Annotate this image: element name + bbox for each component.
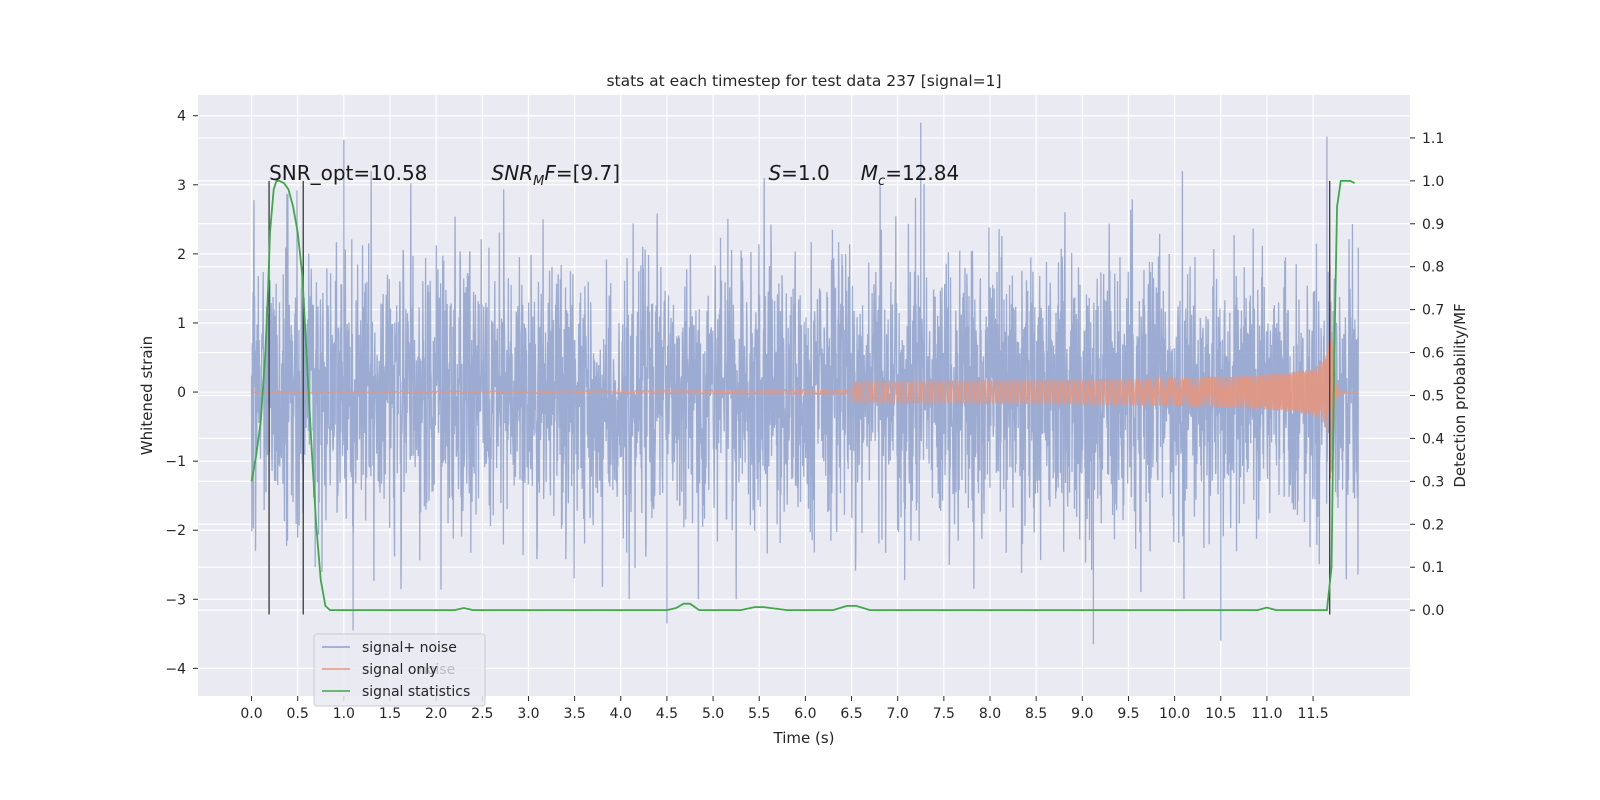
y2-tick-label-2: 0.2 (1422, 517, 1444, 533)
y2-tick-label-5: 0.5 (1422, 389, 1444, 405)
x-tick-label-0: 0.0 (240, 706, 262, 722)
annotation-snr-mf-sub: M (533, 174, 544, 189)
y-tick-label-8: 4 (177, 109, 186, 125)
chart-title: stats at each timestep for test data 237… (606, 72, 1001, 90)
x-tick-label-1: 0.5 (287, 706, 309, 722)
y2-tick-label-6: 0.6 (1422, 346, 1444, 362)
y2-tick-label-10: 1.0 (1422, 174, 1444, 190)
y-tick-label-7: 3 (177, 178, 186, 194)
y-tick-label-1: −3 (165, 592, 186, 608)
legend-label-noise: signal+ noise (362, 640, 457, 656)
series-signal-statistics (250, 179, 1355, 612)
x-tick-label-16: 8.0 (979, 706, 1001, 722)
series-signal-only (251, 265, 1359, 480)
y-tick-label-2: −2 (165, 523, 186, 539)
stats-trace (250, 179, 1355, 612)
x-tick-label-10: 5.0 (702, 706, 724, 722)
x-tick-label-19: 9.5 (1117, 706, 1139, 722)
y2-tick-label-8: 0.8 (1422, 260, 1444, 276)
legend: noise signal+ noise signal only signal s… (313, 633, 486, 707)
x-tick-label-23: 11.5 (1297, 706, 1328, 722)
x-tick-label-22: 11.0 (1251, 706, 1282, 722)
annotation-snr-opt: SNR_opt=10.58 (269, 161, 427, 185)
x-tick-label-9: 4.5 (656, 706, 678, 722)
x-tick-label-6: 3.0 (517, 706, 539, 722)
annotation-mc-value: =12.84 (885, 161, 959, 185)
x-tick-label-3: 1.5 (379, 706, 401, 722)
y-tick-label-0: −4 (165, 661, 186, 677)
x-tick-label-14: 7.0 (887, 706, 909, 722)
x-tick-label-7: 3.5 (563, 706, 585, 722)
y2-tick-label-0: 0.0 (1422, 603, 1444, 619)
y-tick-label-5: 1 (177, 316, 186, 332)
y2-tick-label-7: 0.7 (1422, 303, 1444, 319)
y-tick-label-3: −1 (165, 454, 186, 470)
annotation-s: S=1.0 (768, 161, 829, 185)
axis-ticks: 0.0 0.5 1.0 1.5 2.0 2.5 3.0 3.5 4.0 4.5 5.0 5.5 6.0 6… (165, 109, 1444, 722)
x-tick-label-2: 1.0 (333, 706, 355, 722)
legend-label-signal: signal only (362, 662, 437, 678)
annotation-snr-mf-prefix: SNR (492, 161, 534, 185)
annotation-snr-mf: SNRMF=[9.7] (492, 161, 620, 189)
noise-trace (250, 122, 1359, 645)
legend-ghost-text: noise (418, 662, 455, 678)
annotation-snr-mf-rest-f: F (544, 161, 556, 185)
x-tick-label-8: 4.0 (610, 706, 632, 722)
y2-tick-label-11: 1.1 (1422, 131, 1444, 147)
y2-tick-label-9: 0.9 (1422, 217, 1444, 233)
x-tick-label-18: 9.0 (1071, 706, 1093, 722)
y-tick-label-4: 0 (177, 385, 186, 401)
x-tick-label-11: 5.5 (748, 706, 770, 722)
y-axis-label: Whitened strain (138, 336, 156, 455)
signal-trace (251, 265, 1359, 480)
annotation-s-value: =1.0 (781, 161, 830, 185)
annotation-snr-mf-value: =[9.7] (556, 161, 620, 185)
annotation-s-prefix: S (768, 161, 781, 185)
x-tick-label-20: 10.0 (1159, 706, 1190, 722)
annotation-mc-prefix: M (861, 161, 878, 185)
x-tick-label-12: 6.0 (794, 706, 816, 722)
annotation-mc: Mc=12.84 (861, 161, 959, 189)
y-tick-label-6: 2 (177, 247, 186, 263)
y2-tick-label-4: 0.4 (1422, 431, 1444, 447)
legend-box (313, 633, 486, 707)
x-tick-label-15: 7.5 (933, 706, 955, 722)
x-tick-label-21: 10.5 (1205, 706, 1236, 722)
y-axis-right-label: Detection probability/MF (1451, 303, 1469, 487)
x-tick-label-4: 2.0 (425, 706, 447, 722)
x-tick-label-13: 6.5 (840, 706, 862, 722)
x-axis-label: Time (s) (773, 729, 835, 747)
y2-tick-label-1: 0.1 (1422, 560, 1444, 576)
x-tick-label-5: 2.5 (471, 706, 493, 722)
series-signal-plus-noise (250, 122, 1359, 645)
legend-label-stats: signal statistics (362, 684, 470, 700)
annotation-mc-sub: c (878, 174, 885, 189)
y2-tick-label-3: 0.3 (1422, 474, 1444, 490)
x-tick-label-17: 8.5 (1025, 706, 1047, 722)
